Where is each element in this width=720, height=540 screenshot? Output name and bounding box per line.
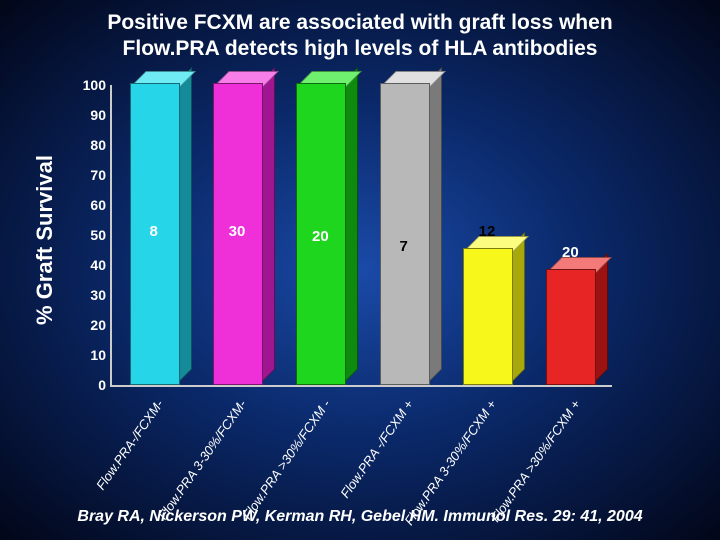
bar: 20 — [546, 271, 594, 385]
bar-chart: 0102030405060708090100 8302071220 Flow.P… — [110, 85, 610, 385]
x-tick: Flow.PRA 3-30%/FCXM- — [156, 397, 250, 522]
bar: 7 — [380, 85, 428, 385]
y-tick: 20 — [62, 317, 106, 333]
slide-title: Positive FCXM are associated with graft … — [0, 10, 720, 63]
citation-text: Bray RA, Nickerson PW, Kerman RH, Gebel … — [0, 508, 720, 526]
title-line-1: Positive FCXM are associated with graft … — [107, 11, 612, 34]
y-tick: 80 — [62, 137, 106, 153]
bar-front — [546, 269, 596, 385]
bar: 30 — [213, 85, 261, 385]
bar-data-label: 7 — [380, 238, 428, 255]
y-tick: 100 — [62, 77, 106, 93]
y-axis: 0102030405060708090100 — [62, 85, 106, 385]
bar-data-label: 20 — [546, 244, 594, 261]
y-tick: 90 — [62, 107, 106, 123]
y-tick: 50 — [62, 227, 106, 243]
bar: 8 — [130, 85, 178, 385]
x-tick: Flow.PRA >30%/FCXM + — [487, 397, 583, 525]
bar: 12 — [463, 250, 511, 385]
slide-root: Positive FCXM are associated with graft … — [0, 0, 720, 540]
bar-data-label: 20 — [296, 228, 344, 245]
y-tick: 60 — [62, 197, 106, 213]
plot-area: 8 30 20 7 12 20 — [110, 85, 612, 387]
title-line-2: Flow.PRA detects high levels of HLA anti… — [123, 37, 598, 60]
y-tick: 70 — [62, 167, 106, 183]
bar-front — [463, 248, 513, 385]
y-tick: 0 — [62, 377, 106, 393]
bar-front — [380, 83, 430, 385]
x-tick: Flow.PRA >30%/FCXM - — [239, 397, 333, 522]
bar: 20 — [296, 85, 344, 385]
bar-data-label: 12 — [463, 223, 511, 240]
bar-data-label: 30 — [213, 223, 261, 240]
y-axis-label: % Graft Survival — [32, 155, 58, 325]
x-tick: Flow.PRA -/FCXM + — [337, 397, 416, 501]
y-tick: 30 — [62, 287, 106, 303]
x-tick: Flow.PRA-/FCXM- — [93, 397, 166, 493]
y-tick: 40 — [62, 257, 106, 273]
y-tick: 10 — [62, 347, 106, 363]
bar-data-label: 8 — [130, 223, 178, 240]
